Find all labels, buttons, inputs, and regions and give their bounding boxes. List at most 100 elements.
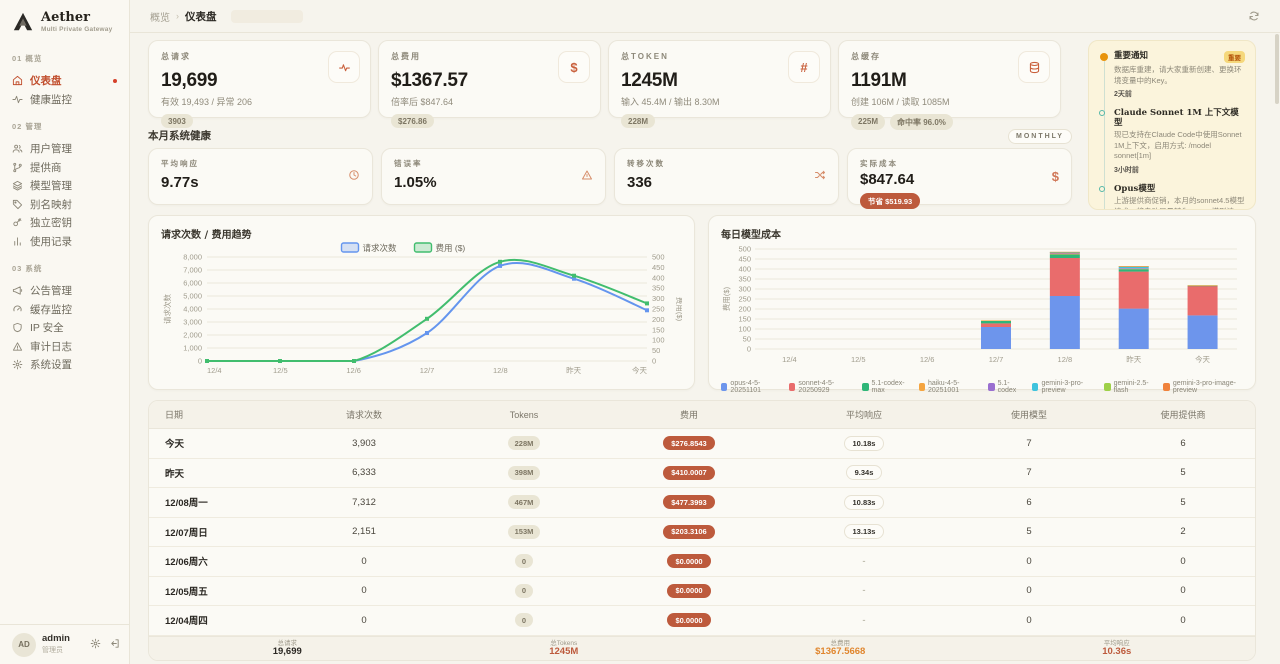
svg-text:请求次数: 请求次数 (363, 243, 398, 253)
column-header: 请求次数 (345, 410, 382, 420)
legend-item[interactable]: gemini-2.5-flash (1104, 380, 1153, 394)
sidebar: Aether Multi Private Gateway 01 概览 仪表盘 健康监… (0, 0, 130, 664)
legend-item[interactable]: sonnet-4-5-20250929 (789, 380, 852, 394)
svg-text:0: 0 (198, 357, 202, 366)
cost-badge: $0.0000 (667, 554, 711, 569)
brand-tagline: Multi Private Gateway (41, 26, 113, 34)
sidebar-item-模型管理[interactable]: 模型管理 (12, 176, 119, 195)
legend-item[interactable]: 5.1-codex-max (862, 380, 908, 394)
megaphone-icon (12, 285, 23, 296)
legend-swatch-icon (862, 383, 869, 391)
stat-badge: 命中率 96.0% (890, 114, 953, 130)
timeline-line (1103, 61, 1105, 209)
tokens-badge: 0 (514, 554, 534, 569)
legend-item[interactable]: gemini-3-pro-image-preview (1163, 380, 1243, 394)
svg-text:12/8: 12/8 (1058, 355, 1073, 364)
sidebar-item-提供商[interactable]: 提供商 (12, 158, 119, 177)
legend-item[interactable]: haiku-4-5-20251001 (918, 380, 979, 394)
legend-swatch-icon (918, 383, 925, 391)
svg-text:12/6: 12/6 (346, 366, 361, 375)
stat-value: 19,699 (161, 70, 218, 91)
svg-text:300: 300 (738, 285, 751, 294)
sidebar-item-公告管理[interactable]: 公告管理 (12, 281, 119, 300)
svg-text:今天: 今天 (632, 365, 647, 375)
table-row[interactable]: 12/04周四 0 0 $0.0000-0 0 (149, 606, 1255, 636)
svg-text:4,000: 4,000 (183, 305, 202, 314)
sidebar-item-仪表盘[interactable]: 仪表盘 (12, 71, 119, 90)
sidebar-item-独立密钥[interactable]: 独立密钥 (12, 213, 119, 232)
branch-icon (12, 162, 23, 173)
sidebar-item-用户管理[interactable]: 用户管理 (12, 139, 119, 158)
legend-swatch-icon (789, 383, 796, 391)
legend-item[interactable]: gemini-3-pro-preview (1032, 380, 1094, 394)
health-card-4: 实际成本 $847.64 节省 $519.93 $ (847, 148, 1072, 209)
user-name: admin (42, 633, 70, 645)
stat-subtitle: 有效 19,493 / 异常 206 (161, 97, 253, 107)
table-row[interactable]: 12/07周日 2,151 153M $203.3106 13.13s 5 2 (149, 518, 1255, 547)
table-row[interactable]: 12/06周六 0 0 $0.0000-0 0 (149, 547, 1255, 577)
loading-skeleton (230, 9, 303, 23)
svg-text:12/7: 12/7 (420, 366, 435, 375)
stat-value: $1367.57 (391, 70, 468, 91)
tokens-badge: 467M (507, 495, 541, 510)
svg-text:450: 450 (738, 255, 751, 264)
bar-chart-title: 每日模型成本 (721, 230, 781, 241)
table-row[interactable]: 今天 3,903 228M $276.8543 10.18s 7 6 (149, 429, 1255, 459)
logout-icon[interactable] (109, 636, 120, 654)
footer-total: 总Tokens 1245M (549, 639, 579, 658)
avg-response-badge: 10.18s (843, 435, 885, 451)
notice-item[interactable]: 重要通知 重要 数据库重建，请大家重新创建、更换环境变量中的Key。 2天前 (1099, 51, 1245, 99)
sidebar-item-使用记录[interactable]: 使用记录 (12, 232, 119, 251)
svg-text:0: 0 (652, 357, 656, 366)
svg-text:8,000: 8,000 (183, 253, 202, 262)
notice-item[interactable]: Opus模型上游提供商促销，本月的sonnet4.5模型请求，将自动尽量转为op… (1099, 184, 1245, 209)
user-role: 管理员 (42, 646, 63, 654)
sidebar-item-缓存监控[interactable]: 缓存监控 (12, 300, 119, 319)
brand: Aether Multi Private Gateway (0, 0, 129, 33)
avatar: AD (12, 632, 36, 657)
legend-item[interactable]: opus-4-5-20251101 (721, 380, 779, 394)
table-footer: 总请求 19,699 总Tokens 1245M 总费用 $1367.5668 平均响应 10… (149, 635, 1255, 660)
avg-response-badge: 10.83s (843, 494, 885, 510)
table-row[interactable]: 12/05周五 0 0 $0.0000-0 0 (149, 577, 1255, 606)
svg-text:150: 150 (738, 315, 751, 324)
tag-icon (12, 199, 23, 210)
line-chart-title: 请求次数 / 费用趋势 (161, 230, 252, 241)
column-header: 使用提供商 (1160, 410, 1206, 420)
svg-text:12/5: 12/5 (273, 366, 288, 375)
sidebar-item-别名映射[interactable]: 别名映射 (12, 195, 119, 214)
legend-item[interactable]: 5.1-codex (988, 380, 1022, 394)
sidebar-item-健康监控[interactable]: 健康监控 (12, 90, 119, 109)
table-row[interactable]: 昨天 6,333 398M $410.0007 9.34s 7 5 (149, 459, 1255, 488)
svg-text:12/4: 12/4 (207, 366, 222, 375)
sidebar-item-IP 安全[interactable]: IP 安全 (12, 318, 119, 337)
nav-section-label: 03 系统 (12, 264, 43, 274)
svg-text:6,000: 6,000 (183, 279, 202, 288)
stat-badge: 3903 (161, 114, 193, 128)
breadcrumb-separator: › (176, 11, 179, 21)
settings-icon[interactable] (90, 636, 101, 654)
health-value: $847.64 (860, 171, 915, 188)
breadcrumb-root[interactable]: 概览 (150, 12, 170, 24)
svg-text:350: 350 (738, 275, 751, 284)
svg-text:350: 350 (652, 284, 665, 293)
table-row[interactable]: 12/08周一 7,312 467M $477.3993 10.83s 6 5 (149, 488, 1255, 518)
scrollbar[interactable] (1275, 34, 1279, 104)
svg-text:5,000: 5,000 (183, 292, 202, 301)
stat-value: 1191M (851, 70, 907, 91)
health-card-2: 错误率 1.05% (381, 148, 606, 205)
legend-swatch-icon (988, 383, 995, 391)
cost-badge: $0.0000 (667, 613, 711, 628)
notice-item[interactable]: Claude Sonnet 1M 上下文模型 现已支持在Claude Code中使… (1099, 108, 1245, 175)
svg-text:今天: 今天 (1195, 354, 1211, 364)
sidebar-nav: 01 概览 仪表盘 健康监控 02 管理 用户管理 提供商 模型管理 别名映射 独立密钥 使用记录… (0, 33, 129, 374)
stat-subtitle: 输入 45.4M / 输出 8.30M (621, 97, 720, 107)
refresh-icon[interactable] (1248, 10, 1260, 22)
activity-icon (12, 94, 23, 105)
health-value: 1.05% (394, 174, 437, 191)
users-icon (12, 143, 23, 154)
sidebar-item-审计日志[interactable]: 审计日志 (12, 337, 119, 356)
cost-badge: $203.3106 (663, 524, 715, 539)
dollar-icon: $ (558, 51, 590, 83)
sidebar-item-系统设置[interactable]: 系统设置 (12, 355, 119, 374)
